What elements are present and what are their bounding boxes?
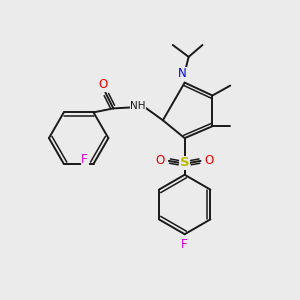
Text: N: N bbox=[178, 67, 187, 80]
Text: O: O bbox=[155, 154, 164, 167]
Text: O: O bbox=[99, 78, 108, 91]
Text: F: F bbox=[182, 238, 188, 250]
Text: F: F bbox=[81, 153, 88, 167]
Text: O: O bbox=[205, 154, 214, 167]
Text: S: S bbox=[180, 156, 190, 170]
Text: NH: NH bbox=[130, 101, 146, 111]
